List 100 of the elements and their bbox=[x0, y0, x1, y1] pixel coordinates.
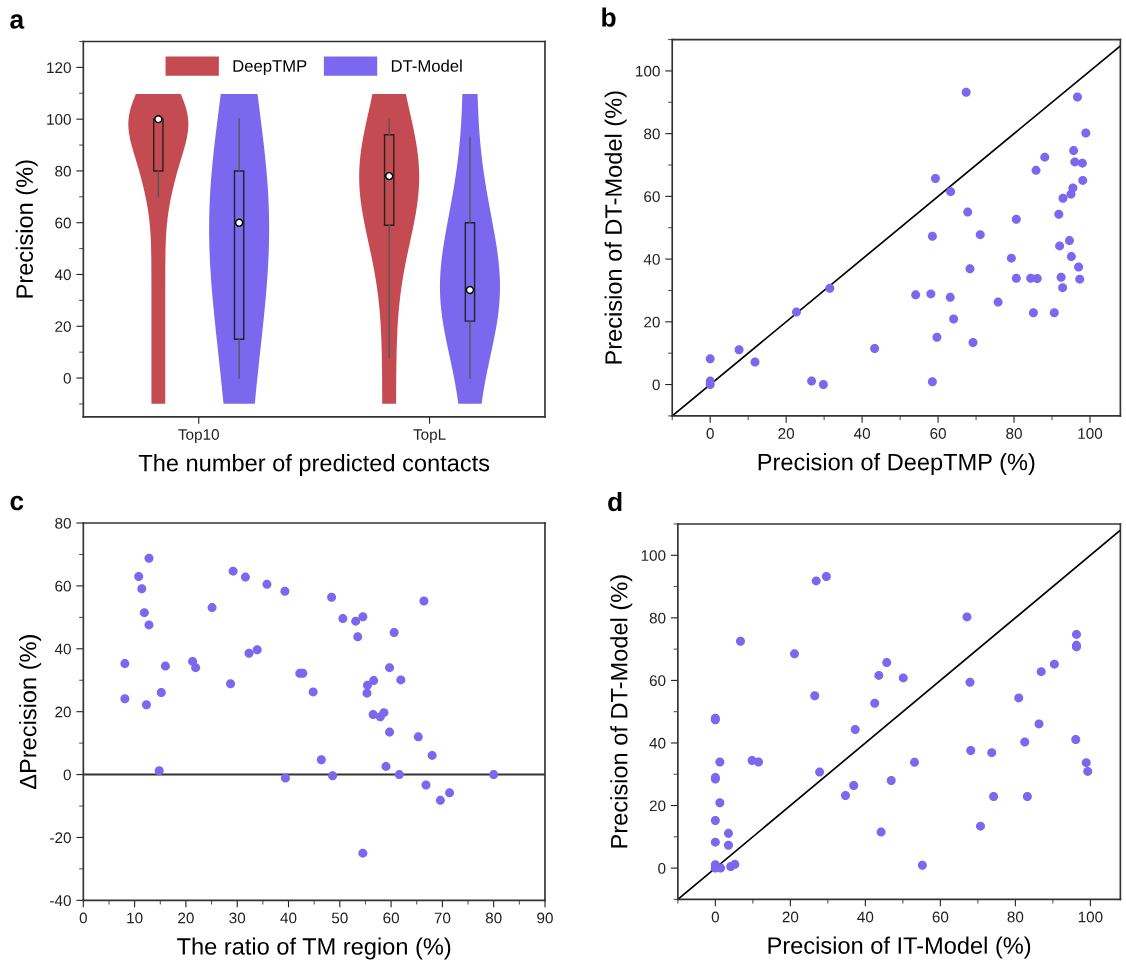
x-tick-label: 80 bbox=[485, 912, 502, 924]
y-tick-label: 80 bbox=[644, 128, 660, 140]
point bbox=[363, 680, 372, 690]
point bbox=[134, 571, 144, 581]
point bbox=[909, 757, 919, 767]
x-tick-label: 60 bbox=[383, 912, 399, 924]
point bbox=[396, 675, 406, 685]
point bbox=[723, 828, 733, 838]
point bbox=[351, 616, 361, 626]
point bbox=[917, 860, 927, 870]
point bbox=[338, 614, 348, 624]
point bbox=[927, 377, 937, 387]
point bbox=[1069, 146, 1079, 156]
point bbox=[1075, 274, 1085, 284]
point bbox=[911, 290, 921, 300]
point bbox=[876, 827, 886, 837]
point bbox=[379, 708, 389, 718]
point bbox=[154, 766, 164, 776]
y-tick-label: 40 bbox=[54, 269, 71, 281]
point bbox=[1034, 719, 1044, 729]
point bbox=[427, 750, 437, 760]
point bbox=[280, 773, 290, 783]
y-axis-title: Precision of DT-Model (%) bbox=[604, 91, 627, 364]
point bbox=[445, 788, 455, 798]
point bbox=[927, 231, 937, 241]
point bbox=[1066, 252, 1076, 262]
legend-label: DT-Model bbox=[391, 59, 462, 72]
point bbox=[789, 649, 799, 659]
point bbox=[1049, 659, 1059, 669]
point bbox=[1064, 236, 1074, 246]
x-axis-title: The ratio of TM region (%) bbox=[177, 937, 451, 960]
x-tick-label: 90 bbox=[537, 912, 553, 924]
point bbox=[811, 576, 821, 586]
point bbox=[987, 748, 997, 758]
point bbox=[421, 780, 431, 790]
point bbox=[1036, 667, 1046, 677]
point bbox=[926, 289, 936, 299]
point bbox=[362, 688, 372, 698]
point bbox=[840, 791, 850, 801]
point bbox=[734, 345, 744, 355]
point bbox=[1022, 791, 1032, 801]
point bbox=[1058, 193, 1068, 203]
x-tick-label: 10 bbox=[127, 912, 143, 924]
y-axis-title: ΔPrecision (%) bbox=[19, 635, 42, 790]
x-tick-label: 30 bbox=[229, 912, 246, 924]
point bbox=[358, 612, 368, 622]
point bbox=[489, 770, 499, 780]
point bbox=[791, 307, 801, 317]
x-tick-label: TopL bbox=[413, 429, 446, 443]
point bbox=[139, 608, 149, 618]
point bbox=[730, 859, 740, 869]
x-tick-label: 70 bbox=[434, 912, 451, 924]
point bbox=[1071, 735, 1081, 745]
legend-label: DeepTMP bbox=[233, 60, 307, 76]
point bbox=[1031, 165, 1041, 175]
y-tick-label: 20 bbox=[644, 316, 660, 328]
point bbox=[753, 757, 763, 767]
point bbox=[870, 343, 880, 353]
point bbox=[849, 781, 859, 791]
point bbox=[1028, 308, 1038, 318]
point bbox=[262, 579, 272, 589]
point bbox=[358, 848, 368, 858]
point bbox=[963, 207, 973, 217]
point bbox=[965, 264, 975, 274]
point bbox=[419, 596, 429, 606]
point bbox=[156, 688, 166, 698]
point bbox=[1081, 128, 1091, 138]
point bbox=[932, 332, 942, 342]
x-tick-label: 80 bbox=[1007, 911, 1024, 923]
y-tick-label: 40 bbox=[649, 737, 666, 749]
point bbox=[810, 691, 820, 701]
point bbox=[1020, 737, 1030, 747]
y-tick-label: 20 bbox=[55, 321, 71, 332]
x-tick-label: 0 bbox=[711, 911, 719, 923]
point bbox=[715, 798, 725, 808]
point bbox=[1074, 262, 1084, 272]
point bbox=[886, 776, 896, 786]
y-tick-label: 60 bbox=[55, 580, 71, 592]
x-tick-label: Top10 bbox=[178, 429, 219, 443]
text: d bbox=[608, 491, 622, 512]
y-tick-label: 80 bbox=[55, 517, 71, 529]
y-axis-title: Precision of DT-Model (%) bbox=[610, 575, 633, 848]
point bbox=[1032, 274, 1042, 284]
x-tick-label: 60 bbox=[930, 428, 946, 439]
point bbox=[385, 663, 395, 673]
x-tick-label: 80 bbox=[1006, 428, 1022, 439]
x-axis-title: The number of predicted contacts bbox=[138, 454, 490, 477]
point bbox=[316, 755, 326, 765]
point bbox=[961, 87, 971, 97]
point bbox=[120, 694, 130, 704]
x-axis-title: Precision of DeepTMP (%) bbox=[758, 453, 1035, 476]
text: b bbox=[602, 7, 616, 27]
point bbox=[1070, 157, 1080, 167]
point bbox=[882, 658, 892, 668]
point bbox=[1011, 214, 1021, 224]
point bbox=[705, 354, 715, 364]
y-tick-label: 0 bbox=[658, 862, 666, 874]
point bbox=[240, 572, 250, 582]
y-tick-label: 0 bbox=[652, 379, 660, 391]
point bbox=[962, 612, 972, 622]
